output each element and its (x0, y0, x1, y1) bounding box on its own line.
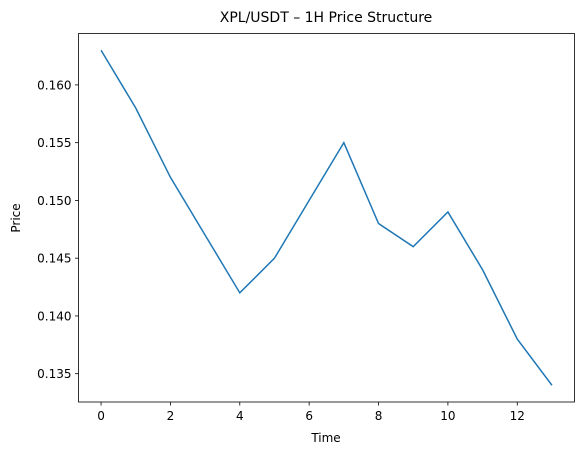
x-tick-label: 10 (440, 409, 455, 423)
x-tick-label: 6 (305, 409, 313, 423)
y-tick-label: 0.135 (37, 367, 71, 381)
y-tick-label: 0.160 (37, 78, 71, 92)
y-tick-label: 0.145 (37, 252, 71, 266)
x-axis-label: Time (310, 431, 340, 445)
x-tick-label: 2 (167, 409, 175, 423)
x-tick-label: 12 (510, 409, 525, 423)
y-tick-label: 0.155 (37, 136, 71, 150)
x-tick-label: 0 (97, 409, 105, 423)
chart-title: XPL/USDT – 1H Price Structure (220, 10, 433, 26)
y-tick-label: 0.150 (37, 194, 71, 208)
x-tick-label: 4 (236, 409, 244, 423)
x-tick-label: 8 (375, 409, 383, 423)
plot-frame (78, 33, 575, 403)
price-line (100, 49, 553, 386)
y-tick-label: 0.140 (37, 309, 71, 323)
y-axis-label: Price (9, 203, 23, 232)
